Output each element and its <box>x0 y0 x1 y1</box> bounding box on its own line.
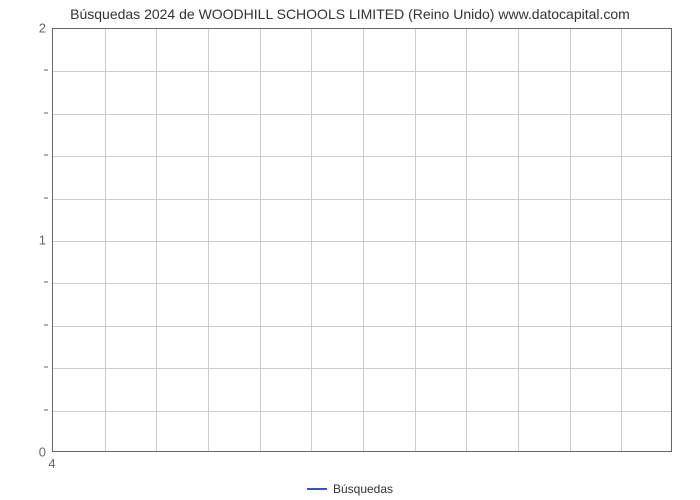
gridline-v <box>260 29 261 451</box>
y-minor-tick <box>44 409 48 410</box>
gridline-v <box>363 29 364 451</box>
gridline-h <box>53 283 671 284</box>
chart-title: Búsquedas 2024 de WOODHILL SCHOOLS LIMIT… <box>0 6 700 22</box>
gridline-h <box>53 411 671 412</box>
x-tick-label: 4 <box>48 456 55 471</box>
plot-area <box>52 28 672 452</box>
gridline-v <box>621 29 622 451</box>
legend-swatch-series0 <box>307 488 327 490</box>
y-minor-tick <box>44 324 48 325</box>
gridline-v <box>570 29 571 451</box>
gridline-h <box>53 71 671 72</box>
y-tick-label: 0 <box>39 445 46 460</box>
legend: Búsquedas <box>0 482 700 496</box>
gridline-h <box>53 199 671 200</box>
y-minor-tick <box>44 282 48 283</box>
y-tick-label: 2 <box>39 21 46 36</box>
gridline-h <box>53 326 671 327</box>
y-minor-tick <box>44 367 48 368</box>
gridline-v <box>208 29 209 451</box>
chart-container: Búsquedas 2024 de WOODHILL SCHOOLS LIMIT… <box>0 0 700 500</box>
gridline-v <box>105 29 106 451</box>
y-minor-tick <box>44 112 48 113</box>
gridline-v <box>415 29 416 451</box>
y-minor-tick <box>44 197 48 198</box>
gridline-v <box>311 29 312 451</box>
gridline-h <box>53 241 671 242</box>
gridline-h <box>53 368 671 369</box>
gridline-v <box>518 29 519 451</box>
y-tick-label: 1 <box>39 233 46 248</box>
y-minor-tick <box>44 155 48 156</box>
gridline-v <box>466 29 467 451</box>
gridline-v <box>156 29 157 451</box>
legend-label-series0: Búsquedas <box>333 482 393 496</box>
y-minor-tick <box>44 70 48 71</box>
gridline-h <box>53 114 671 115</box>
gridline-h <box>53 156 671 157</box>
